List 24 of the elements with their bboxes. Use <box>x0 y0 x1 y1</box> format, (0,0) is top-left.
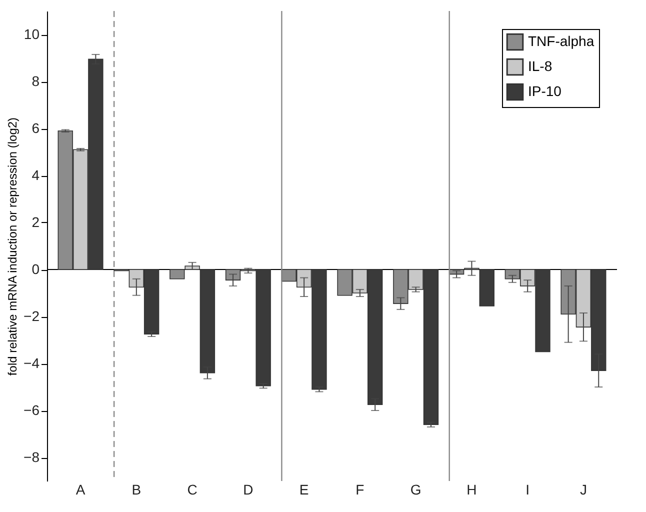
y-tick-label: −8 <box>24 449 40 465</box>
y-tick-label: −2 <box>24 308 40 324</box>
y-tick-label: 6 <box>32 120 40 136</box>
x-tick-label: A <box>76 482 86 498</box>
x-tick-label: G <box>410 482 422 498</box>
y-tick-label: 2 <box>32 214 40 230</box>
x-tick-label: D <box>243 482 254 498</box>
x-tick-label: H <box>466 482 477 498</box>
x-tick-label: F <box>356 482 364 498</box>
y-tick-label: 8 <box>32 73 40 89</box>
x-tick-label: E <box>299 482 309 498</box>
y-tick-label: 0 <box>32 261 40 277</box>
y-axis-title: fold relative mRNA induction or repression (log2) <box>6 117 20 376</box>
y-tick-label: −6 <box>24 402 40 418</box>
y-tick-label: 4 <box>32 167 40 183</box>
x-tick-label: B <box>132 482 142 498</box>
legend-label: IP-10 <box>528 83 562 99</box>
x-tick-label: C <box>187 482 198 498</box>
legend-label: TNF-alpha <box>528 33 594 49</box>
x-tick-label: J <box>580 482 587 498</box>
y-tick-label: −4 <box>24 355 40 371</box>
y-tick-label: 10 <box>24 26 40 42</box>
x-tick-label: I <box>526 482 530 498</box>
legend-label: IL-8 <box>528 58 552 74</box>
